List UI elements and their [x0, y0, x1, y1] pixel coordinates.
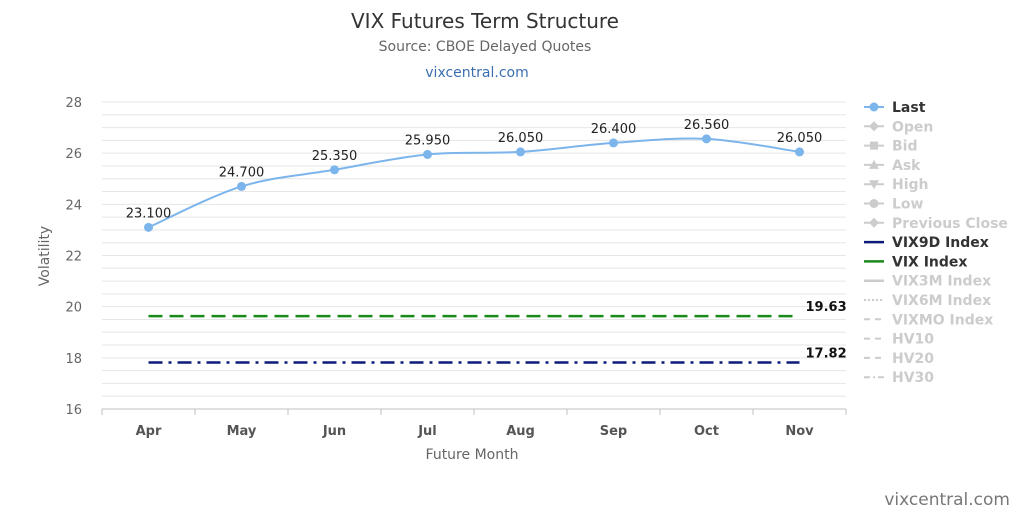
x-tick-label: Oct [694, 424, 719, 439]
legend-item-vix-index[interactable]: VIX Index [864, 254, 967, 270]
legend-item-hv10[interactable]: HV10 [864, 332, 934, 348]
legend-marker [869, 121, 879, 132]
legend-label: VIX3M Index [892, 274, 991, 290]
legend[interactable]: Last Open Bid Ask High Low Previous Close VIX9D… [864, 100, 1008, 386]
last-data-label: 25.950 [405, 133, 451, 148]
legend-label: HV20 [892, 351, 934, 367]
legend-item-vix9d-index[interactable]: VIX9D Index [864, 235, 989, 251]
legend-label: Last [892, 100, 926, 116]
last-point [144, 222, 153, 232]
last-data-label: 26.400 [591, 122, 637, 137]
legend-item-open[interactable]: Open [864, 119, 933, 135]
legend-marker [869, 217, 879, 228]
legend-label: Bid [892, 139, 918, 155]
chart-title: VIX Futures Term Structure [351, 9, 619, 33]
last-data-label: 26.560 [684, 118, 730, 133]
credits[interactable]: vixcentral.com [884, 490, 1010, 510]
legend-marker [869, 180, 879, 190]
y-tick-label: 20 [65, 301, 82, 316]
last-point [702, 134, 711, 144]
legend-item-vix6m-index[interactable]: VIX6M Index [864, 293, 991, 309]
legend-item-hv20[interactable]: HV20 [864, 351, 934, 367]
legend-label: VIX Index [892, 254, 967, 270]
x-tick-label: Sep [600, 424, 628, 439]
legend-label: VIXMO Index [892, 312, 993, 328]
legend-item-last[interactable]: Last [864, 100, 926, 116]
legend-item-ask[interactable]: Ask [864, 158, 921, 174]
legend-marker [869, 102, 879, 112]
last-data-label: 24.700 [219, 165, 265, 180]
x-tick-label: Aug [506, 424, 535, 439]
last-data-label: 25.350 [312, 149, 358, 164]
legend-marker [869, 159, 879, 169]
x-tick-label: Apr [136, 424, 162, 439]
chart-subtitle: Source: CBOE Delayed Quotes [379, 39, 592, 55]
legend-label: High [892, 177, 929, 193]
y-tick-label: 26 [65, 147, 82, 162]
x-tick-label: Jul [417, 424, 437, 439]
last-data-label: 26.050 [498, 131, 544, 146]
legend-item-high[interactable]: High [864, 177, 929, 193]
legend-item-vix3m-index[interactable]: VIX3M Index [864, 274, 991, 290]
series-layer: 19.63 17.82 23.100 24.700 25.350 25.950 26.050… [126, 118, 847, 364]
last-point [516, 147, 525, 157]
legend-item-low[interactable]: Low [864, 197, 924, 213]
legend-label: Low [892, 197, 924, 213]
legend-label: VIX6M Index [892, 293, 991, 309]
legend-label: HV30 [892, 370, 934, 386]
last-data-label: 26.050 [777, 131, 823, 146]
last-point [330, 165, 339, 175]
x-axis-title: Future Month [426, 447, 519, 463]
legend-marker [869, 199, 879, 208]
legend-item-vixmo-index[interactable]: VIXMO Index [864, 312, 993, 328]
legend-item-hv30[interactable]: HV30 [864, 370, 934, 386]
legend-marker [870, 141, 878, 150]
x-tick-label: Nov [785, 424, 814, 439]
legend-label: Open [892, 119, 933, 135]
y-tick-label: 22 [65, 250, 82, 265]
y-axis-title: Volatility [37, 226, 53, 286]
vix9d-index-value-label: 17.82 [806, 346, 847, 361]
legend-item-previous-close[interactable]: Previous Close [864, 216, 1008, 232]
y-axis: 16 18 20 22 24 26 28 [65, 96, 82, 418]
last-point [423, 149, 432, 159]
vix-index-value-label: 19.63 [806, 300, 847, 315]
last-point [609, 138, 618, 148]
y-tick-label: 16 [65, 403, 82, 418]
source-link[interactable]: vixcentral.com [425, 65, 528, 81]
last-point [795, 147, 804, 157]
x-tick-label: Jun [322, 424, 346, 439]
last-point [237, 181, 246, 191]
last-series-line [148, 137, 800, 229]
legend-label: HV10 [892, 332, 934, 348]
legend-label: Ask [892, 158, 921, 174]
x-tick-label: May [227, 424, 257, 439]
legend-item-bid[interactable]: Bid [864, 139, 918, 155]
last-data-label: 23.100 [126, 206, 172, 221]
x-axis: Apr May Jun Jul Aug Sep Oct Nov [101, 409, 847, 439]
legend-label: VIX9D Index [892, 235, 989, 251]
legend-label: Previous Close [892, 216, 1008, 232]
y-tick-label: 18 [65, 352, 82, 367]
y-tick-label: 28 [65, 96, 82, 111]
y-tick-label: 24 [65, 198, 82, 213]
